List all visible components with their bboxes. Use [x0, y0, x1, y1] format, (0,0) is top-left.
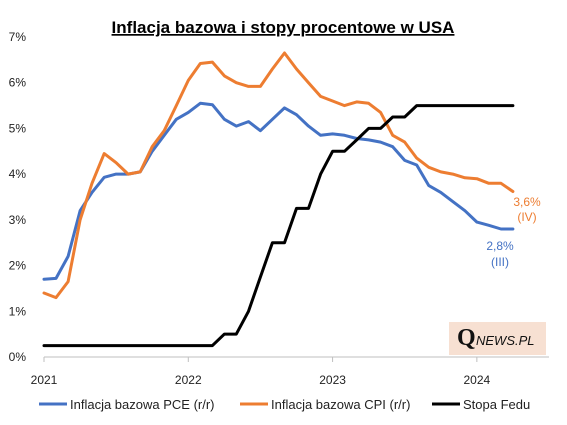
y-tick-label: 1% [9, 304, 27, 318]
annotation-cpi-value: 3,6% [513, 195, 541, 209]
chart-axes: 0% 1% 2% 3% 4% 5% 6% 7% 2021 2022 2023 2024 [9, 30, 549, 387]
legend-item-pce: Inflacja bazowa PCE (r/r) [39, 397, 215, 412]
y-tick-label: 2% [9, 259, 27, 273]
series-line-fed-rate [42, 104, 515, 348]
legend-label: Inflacja bazowa PCE (r/r) [70, 397, 215, 412]
x-tick-label: 2024 [464, 373, 491, 387]
y-tick-label: 4% [9, 167, 27, 181]
legend-label: Inflacja bazowa CPI (r/r) [271, 397, 410, 412]
legend-item-fed-rate: Stopa Fedu [432, 397, 530, 412]
brand-logo-q: Q [457, 325, 476, 351]
brand-logo-text: NEWS.PL [476, 333, 535, 348]
chart-title: Inflacja bazowa i stopy procentowe w USA [112, 18, 455, 37]
legend-label: Stopa Fedu [463, 397, 530, 412]
chart-annotations: 3,6%(IV) 2,8% (III) [486, 195, 541, 269]
y-tick-label: 5% [9, 121, 27, 135]
annotation-pce-period: (III) [491, 255, 509, 269]
y-tick-label: 3% [9, 213, 27, 227]
y-tick-label: 0% [9, 350, 27, 364]
annotation-cpi-period: (IV) [517, 210, 536, 224]
legend-item-cpi: Inflacja bazowa CPI (r/r) [240, 397, 410, 412]
chart-series [42, 51, 515, 348]
chart-legend: Inflacja bazowa PCE (r/r) Inflacja bazowa… [39, 397, 530, 412]
x-tick-label: 2022 [175, 373, 202, 387]
series-line-cpi [42, 51, 515, 300]
y-tick-label: 7% [9, 30, 27, 44]
x-tick-label: 2023 [319, 373, 346, 387]
y-tick-label: 6% [9, 76, 27, 90]
x-tick-label: 2021 [31, 373, 58, 387]
series-line-pce [42, 101, 515, 281]
annotation-pce-value: 2,8% [486, 239, 514, 253]
brand-logo: Q NEWS.PL [449, 322, 546, 355]
